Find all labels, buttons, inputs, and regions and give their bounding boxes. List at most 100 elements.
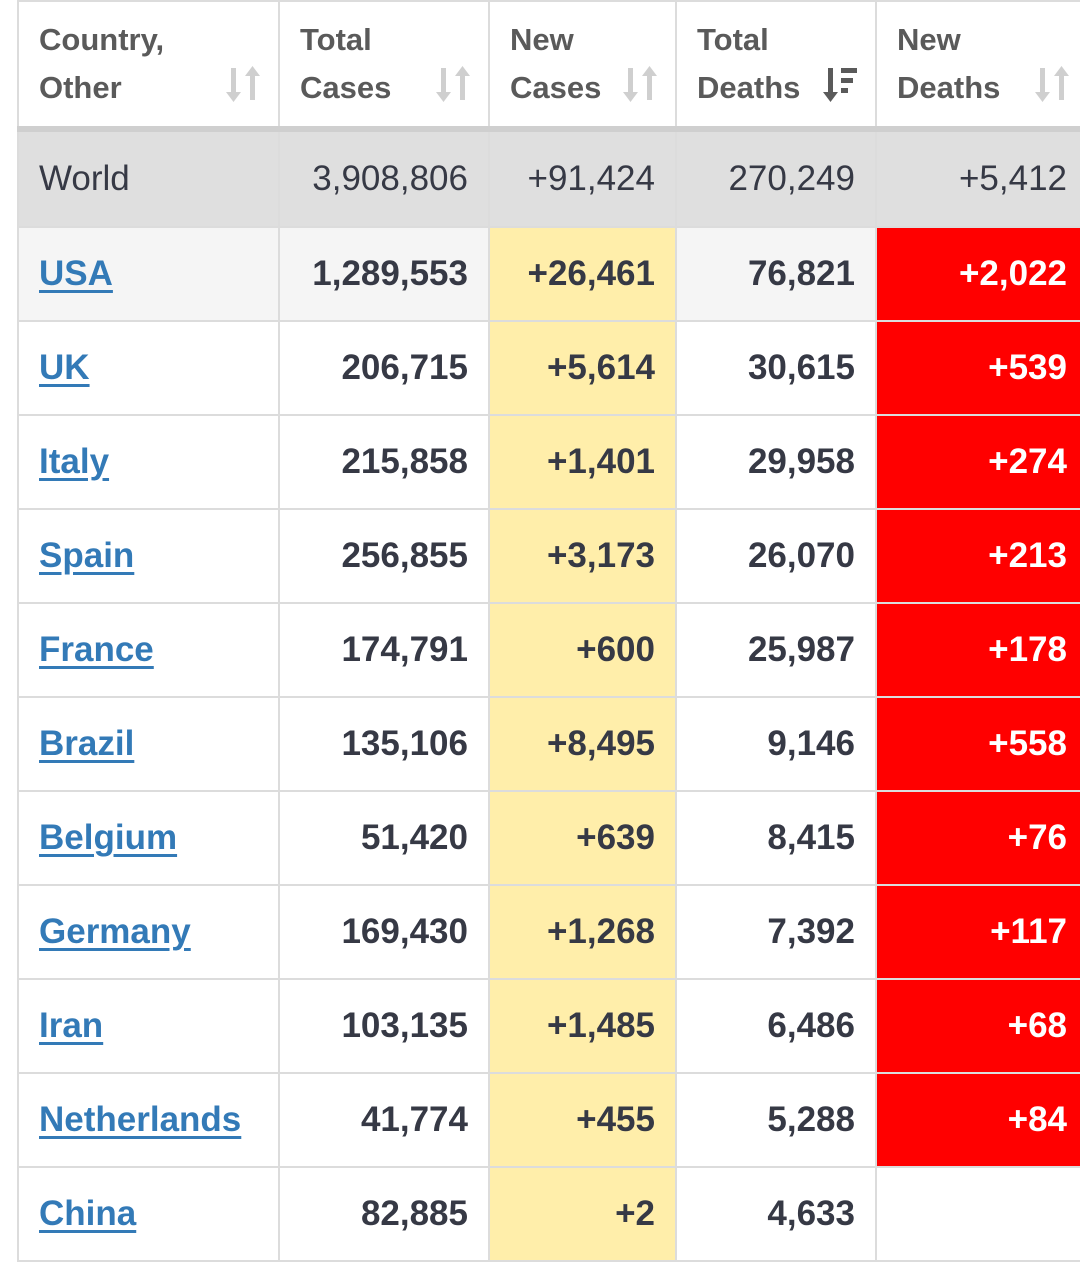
country-link-china[interactable]: China bbox=[39, 1194, 137, 1233]
header-label: Total Cases bbox=[300, 22, 392, 105]
country-link-italy[interactable]: Italy bbox=[39, 442, 110, 481]
total-cases-cell: 206,715 bbox=[278, 320, 490, 416]
new-deaths-cell: +558 bbox=[875, 696, 1080, 792]
new-cases-cell: +1,268 bbox=[488, 884, 677, 980]
country-cell: Germany bbox=[17, 884, 280, 980]
total-deaths-cell: 4,633 bbox=[675, 1166, 877, 1262]
country-cell: USA bbox=[17, 226, 280, 322]
country-link-france[interactable]: France bbox=[39, 630, 154, 669]
new-deaths-cell bbox=[875, 1166, 1080, 1262]
table-row: USA 1,289,553 +26,461 76,821 +2,022 bbox=[17, 226, 1080, 322]
total-cases-cell: 82,885 bbox=[278, 1166, 490, 1262]
header-label: Total Deaths bbox=[697, 22, 801, 105]
total-cases-cell: 256,855 bbox=[278, 508, 490, 604]
new-cases-cell: +455 bbox=[488, 1072, 677, 1168]
total-deaths-cell: 26,070 bbox=[675, 508, 877, 604]
header-label: New Cases bbox=[510, 22, 602, 105]
table-row: France 174,791 +600 25,987 +178 bbox=[17, 602, 1080, 698]
total-cases-cell: 174,791 bbox=[278, 602, 490, 698]
header-total-deaths[interactable]: Total Deaths bbox=[675, 0, 877, 132]
total-deaths-cell: 5,288 bbox=[675, 1072, 877, 1168]
country-cell: Spain bbox=[17, 508, 280, 604]
new-cases-cell: +26,461 bbox=[488, 226, 677, 322]
sort-both-icon[interactable] bbox=[226, 64, 262, 104]
total-deaths-cell: 25,987 bbox=[675, 602, 877, 698]
total-deaths-cell: 8,415 bbox=[675, 790, 877, 886]
table-row: China 82,885 +2 4,633 bbox=[17, 1166, 1080, 1262]
header-total-cases[interactable]: Total Cases bbox=[278, 0, 490, 132]
total-deaths-cell: 7,392 bbox=[675, 884, 877, 980]
country-cell: Italy bbox=[17, 414, 280, 510]
table-row: Italy 215,858 +1,401 29,958 +274 bbox=[17, 414, 1080, 510]
country-link-iran[interactable]: Iran bbox=[39, 1006, 104, 1045]
header-new-deaths[interactable]: New Deaths bbox=[875, 0, 1080, 132]
new-deaths-cell: +178 bbox=[875, 602, 1080, 698]
country-cell: France bbox=[17, 602, 280, 698]
total-cases-cell: 169,430 bbox=[278, 884, 490, 980]
table-row: Belgium 51,420 +639 8,415 +76 bbox=[17, 790, 1080, 886]
table-row: Brazil 135,106 +8,495 9,146 +558 bbox=[17, 696, 1080, 792]
table-row-world: World 3,908,806 +91,424 270,249 +5,412 bbox=[17, 128, 1080, 228]
new-cases-cell: +600 bbox=[488, 602, 677, 698]
table-row: Netherlands 41,774 +455 5,288 +84 bbox=[17, 1072, 1080, 1168]
country-link-netherlands[interactable]: Netherlands bbox=[39, 1100, 242, 1139]
total-cases-cell: 41,774 bbox=[278, 1072, 490, 1168]
table-row: Spain 256,855 +3,173 26,070 +213 bbox=[17, 508, 1080, 604]
country-cell: Netherlands bbox=[17, 1072, 280, 1168]
total-cases-cell: 1,289,553 bbox=[278, 226, 490, 322]
total-deaths-cell: 29,958 bbox=[675, 414, 877, 510]
sort-both-icon[interactable] bbox=[623, 64, 659, 104]
new-cases-cell: +5,614 bbox=[488, 320, 677, 416]
new-deaths-cell: +274 bbox=[875, 414, 1080, 510]
new-deaths-cell: +213 bbox=[875, 508, 1080, 604]
new-cases-cell: +3,173 bbox=[488, 508, 677, 604]
country-cell: China bbox=[17, 1166, 280, 1262]
table-row: Germany 169,430 +1,268 7,392 +117 bbox=[17, 884, 1080, 980]
country-cell: UK bbox=[17, 320, 280, 416]
new-cases-cell: +8,495 bbox=[488, 696, 677, 792]
country-link-uk[interactable]: UK bbox=[39, 348, 90, 387]
table-row: Iran 103,135 +1,485 6,486 +68 bbox=[17, 978, 1080, 1074]
total-cases-cell: 103,135 bbox=[278, 978, 490, 1074]
total-cases-cell: 215,858 bbox=[278, 414, 490, 510]
sort-descending-icon[interactable] bbox=[823, 64, 859, 104]
country-cell: Belgium bbox=[17, 790, 280, 886]
total-deaths-cell: 6,486 bbox=[675, 978, 877, 1074]
sort-both-icon[interactable] bbox=[436, 64, 472, 104]
country-link-brazil[interactable]: Brazil bbox=[39, 724, 135, 763]
total-deaths-cell: 76,821 bbox=[675, 226, 877, 322]
country-cell: Iran bbox=[17, 978, 280, 1074]
country-cell: World bbox=[17, 128, 280, 228]
new-deaths-cell: +2,022 bbox=[875, 226, 1080, 322]
new-cases-cell: +1,485 bbox=[488, 978, 677, 1074]
header-label: Country, Other bbox=[39, 22, 165, 105]
country-link-usa[interactable]: USA bbox=[39, 254, 113, 293]
total-cases-cell: 135,106 bbox=[278, 696, 490, 792]
total-deaths-cell: 30,615 bbox=[675, 320, 877, 416]
header-row: Country, Other Total Cases New Cases Total D… bbox=[17, 0, 1080, 132]
new-cases-cell: +91,424 bbox=[488, 128, 677, 228]
total-cases-cell: 3,908,806 bbox=[278, 128, 490, 228]
sort-both-icon[interactable] bbox=[1035, 64, 1071, 104]
country-link-germany[interactable]: Germany bbox=[39, 912, 191, 951]
header-label: New Deaths bbox=[897, 22, 1001, 105]
new-deaths-cell: +84 bbox=[875, 1072, 1080, 1168]
country-cell: Brazil bbox=[17, 696, 280, 792]
total-deaths-cell: 270,249 bbox=[675, 128, 877, 228]
header-new-cases[interactable]: New Cases bbox=[488, 0, 677, 132]
new-deaths-cell: +539 bbox=[875, 320, 1080, 416]
new-deaths-cell: +5,412 bbox=[875, 128, 1080, 228]
total-deaths-cell: 9,146 bbox=[675, 696, 877, 792]
new-cases-cell: +2 bbox=[488, 1166, 677, 1262]
country-link-spain[interactable]: Spain bbox=[39, 536, 135, 575]
table-row: UK 206,715 +5,614 30,615 +539 bbox=[17, 320, 1080, 416]
new-deaths-cell: +117 bbox=[875, 884, 1080, 980]
country-link-belgium[interactable]: Belgium bbox=[39, 818, 178, 857]
new-deaths-cell: +68 bbox=[875, 978, 1080, 1074]
header-country[interactable]: Country, Other bbox=[17, 0, 280, 132]
new-cases-cell: +639 bbox=[488, 790, 677, 886]
new-cases-cell: +1,401 bbox=[488, 414, 677, 510]
coronavirus-table: Country, Other Total Cases New Cases Total D… bbox=[17, 0, 1080, 1262]
total-cases-cell: 51,420 bbox=[278, 790, 490, 886]
new-deaths-cell: +76 bbox=[875, 790, 1080, 886]
